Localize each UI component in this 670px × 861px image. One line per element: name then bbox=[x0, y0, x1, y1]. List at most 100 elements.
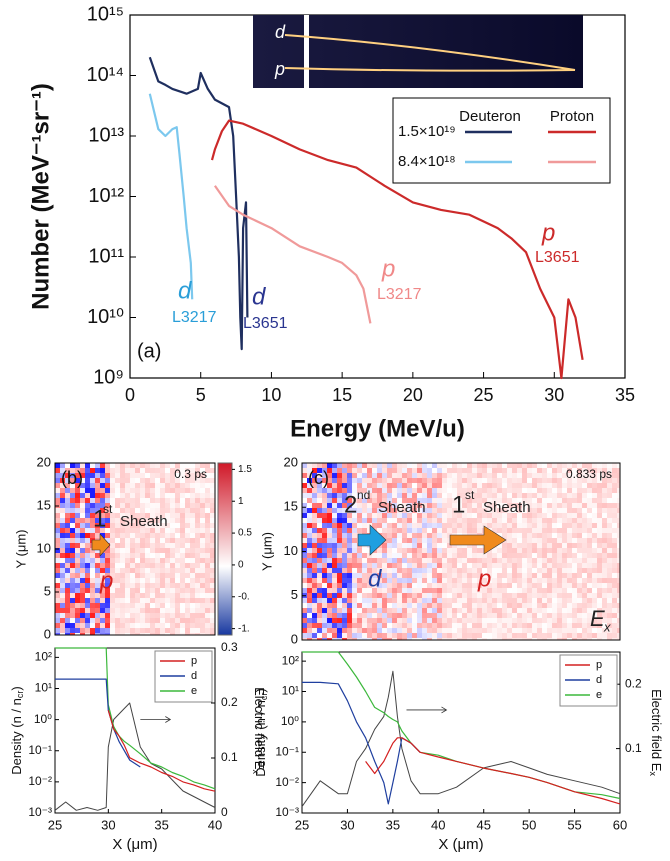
heatmap-cell bbox=[432, 563, 437, 568]
heatmap-cell bbox=[572, 583, 577, 588]
heatmap-cell bbox=[125, 618, 130, 623]
heatmap-cell bbox=[80, 603, 85, 608]
heatmap-cell bbox=[155, 538, 160, 543]
heatmap-cell bbox=[577, 523, 582, 528]
heatmap-cell bbox=[472, 603, 477, 608]
heatmap-cell bbox=[332, 543, 337, 548]
heatmap-cell bbox=[210, 543, 215, 548]
heatmap-cell bbox=[592, 633, 597, 638]
heatmap-cell bbox=[322, 618, 327, 623]
heatmap-cell bbox=[397, 533, 402, 538]
heatmap-cell bbox=[150, 613, 155, 618]
legend-label: d bbox=[191, 670, 197, 682]
heatmap-cell bbox=[180, 508, 185, 513]
heatmap-cell bbox=[487, 493, 492, 498]
heatmap-cell bbox=[472, 613, 477, 618]
heatmap-cell bbox=[362, 518, 367, 523]
heatmap-cell bbox=[542, 573, 547, 578]
heatmap-cell bbox=[180, 503, 185, 508]
heatmap-cell bbox=[487, 593, 492, 598]
heatmap-cell bbox=[462, 628, 467, 633]
heatmap-cell bbox=[547, 498, 552, 503]
heatmap-cell bbox=[537, 508, 542, 513]
heatmap-cell bbox=[327, 618, 332, 623]
annotation: st bbox=[103, 502, 113, 516]
heatmap-cell bbox=[145, 568, 150, 573]
heatmap-cell bbox=[462, 528, 467, 533]
heatmap-cell bbox=[115, 573, 120, 578]
heatmap-cell bbox=[55, 463, 60, 468]
heatmap-cell bbox=[417, 488, 422, 493]
heatmap-cell bbox=[507, 573, 512, 578]
heatmap-cell bbox=[75, 548, 80, 553]
heatmap-cell bbox=[417, 563, 422, 568]
heatmap-cell bbox=[397, 633, 402, 638]
x-tick-label: 45 bbox=[476, 817, 490, 832]
heatmap-cell bbox=[487, 553, 492, 558]
heatmap-cell bbox=[160, 548, 165, 553]
heatmap-cell bbox=[562, 618, 567, 623]
heatmap-cell bbox=[165, 593, 170, 598]
heatmap-cell bbox=[552, 553, 557, 558]
heatmap-cell bbox=[402, 478, 407, 483]
heatmap-cell bbox=[342, 608, 347, 613]
heatmap-cell bbox=[170, 583, 175, 588]
heatmap-cell bbox=[200, 533, 205, 538]
heatmap-cell bbox=[582, 608, 587, 613]
heatmap-cell bbox=[402, 563, 407, 568]
heatmap-cell bbox=[467, 623, 472, 628]
heatmap-cell bbox=[607, 553, 612, 558]
heatmap-cell bbox=[427, 563, 432, 568]
heatmap-cell bbox=[422, 613, 427, 618]
heatmap-cell bbox=[352, 613, 357, 618]
heatmap-cell bbox=[347, 578, 352, 583]
heatmap-cell bbox=[60, 538, 65, 543]
heatmap-cell bbox=[557, 608, 562, 613]
heatmap-cell bbox=[417, 468, 422, 473]
heatmap-cell bbox=[502, 543, 507, 548]
heatmap-cell bbox=[452, 603, 457, 608]
heatmap-cell bbox=[160, 593, 165, 598]
heatmap-cell bbox=[447, 463, 452, 468]
heatmap-cell bbox=[367, 618, 372, 623]
heatmap-cell bbox=[185, 623, 190, 628]
heatmap-cell bbox=[160, 558, 165, 563]
heatmap-cell bbox=[317, 553, 322, 558]
heatmap-cell bbox=[612, 533, 617, 538]
heatmap-cell bbox=[587, 548, 592, 553]
heatmap-cell bbox=[357, 568, 362, 573]
heatmap-cell bbox=[412, 623, 417, 628]
heatmap-cell bbox=[537, 578, 542, 583]
heatmap-cell bbox=[65, 603, 70, 608]
heatmap-cell bbox=[407, 468, 412, 473]
heatmap-cell bbox=[80, 613, 85, 618]
heatmap-cell bbox=[125, 548, 130, 553]
heatmap-cell bbox=[432, 498, 437, 503]
heatmap-cell bbox=[100, 468, 105, 473]
heatmap-cell bbox=[352, 468, 357, 473]
heatmap-cell bbox=[542, 568, 547, 573]
heatmap-cell bbox=[372, 603, 377, 608]
heatmap-cell bbox=[552, 628, 557, 633]
heatmap-cell bbox=[327, 488, 332, 493]
heatmap-cell bbox=[55, 523, 60, 528]
heatmap-cell bbox=[597, 568, 602, 573]
heatmap-cell bbox=[522, 483, 527, 488]
heatmap-cell bbox=[357, 463, 362, 468]
heatmap-cell bbox=[612, 498, 617, 503]
heatmap-cell bbox=[85, 583, 90, 588]
heatmap-cell bbox=[337, 603, 342, 608]
heatmap-cell bbox=[170, 513, 175, 518]
heatmap-cell bbox=[462, 593, 467, 598]
heatmap-cell bbox=[387, 548, 392, 553]
heatmap-cell bbox=[557, 633, 562, 638]
heatmap-cell bbox=[587, 633, 592, 638]
heatmap-cell bbox=[185, 618, 190, 623]
heatmap-cell bbox=[347, 483, 352, 488]
heatmap-cell bbox=[522, 578, 527, 583]
heatmap-cell bbox=[442, 463, 447, 468]
heatmap-cell bbox=[397, 543, 402, 548]
heatmap-cell bbox=[577, 518, 582, 523]
heatmap-cell bbox=[572, 618, 577, 623]
heatmap-cell bbox=[135, 503, 140, 508]
